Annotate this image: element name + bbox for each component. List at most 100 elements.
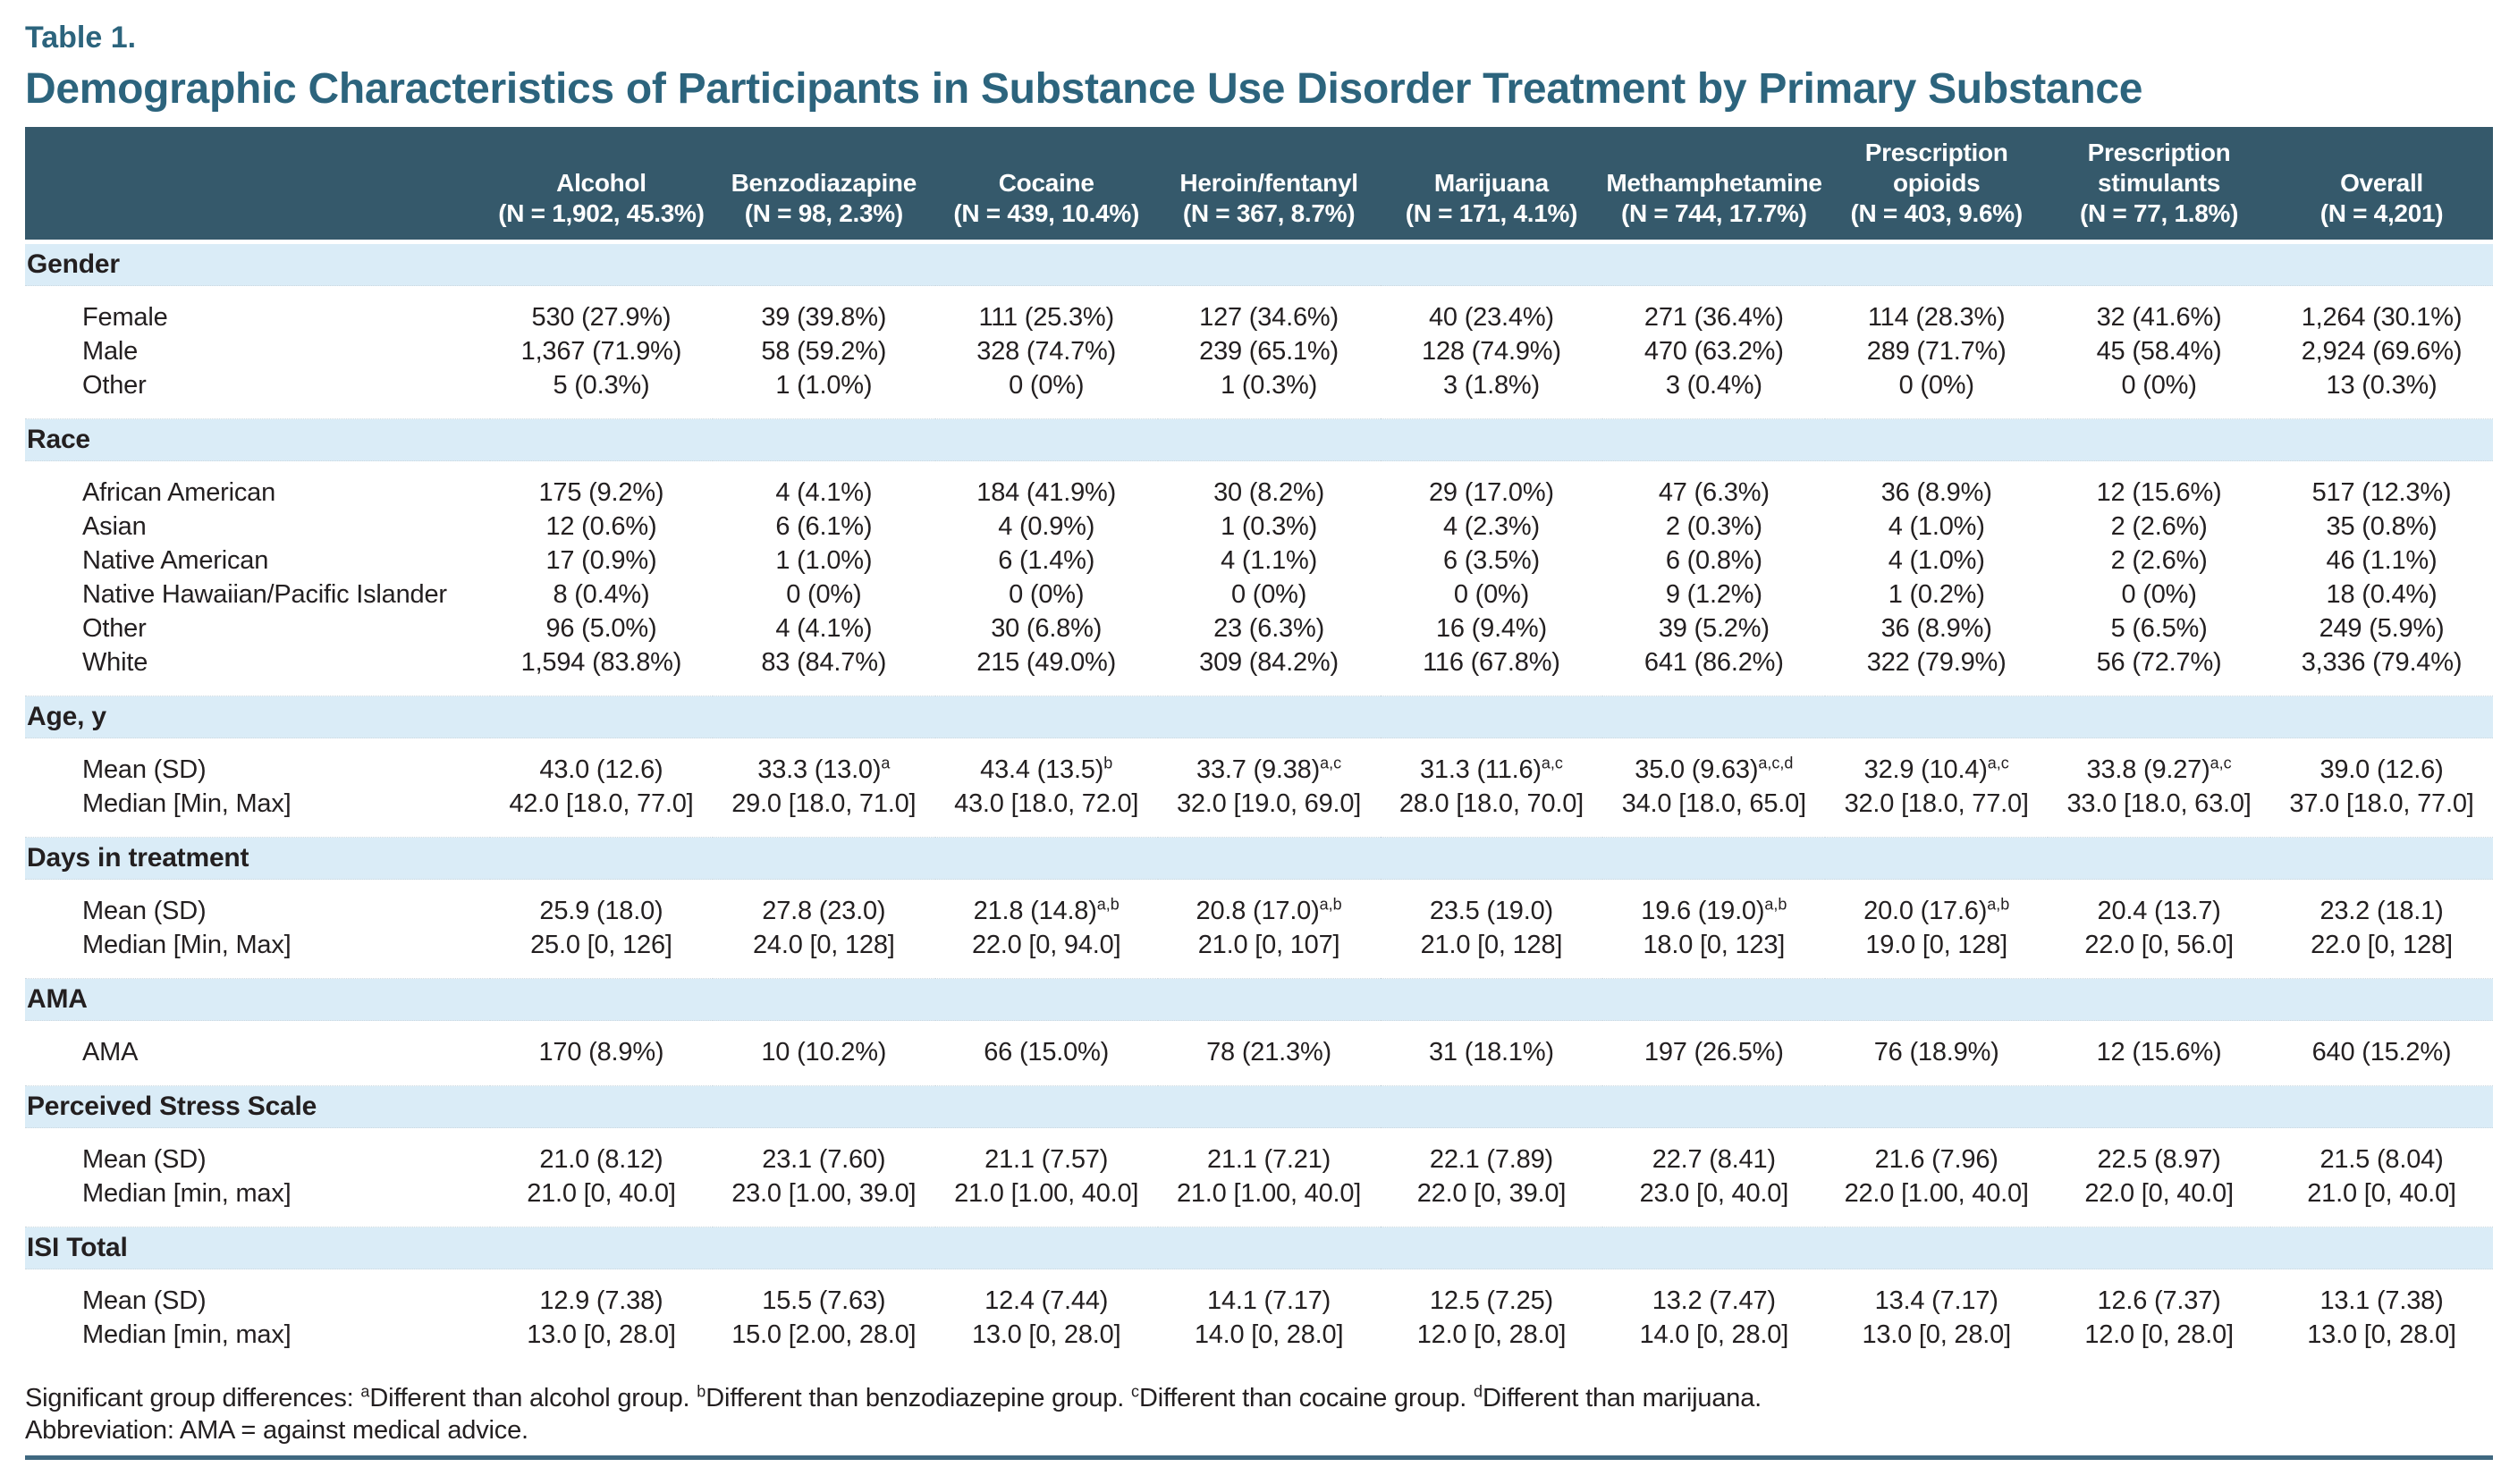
column-n-count: (N = 4,201): [2319, 199, 2444, 227]
value-cell: 22.0 [0, 128]: [2311, 931, 2453, 959]
value-cell: 32.0 [18.0, 77.0]: [1844, 789, 2029, 818]
value-cell: 29.0 [18.0, 71.0]: [731, 789, 917, 818]
significance-superscript: a: [881, 754, 891, 772]
value-cell: 21.1 (7.57): [984, 1145, 1109, 1174]
significance-superscript: a,c: [2210, 754, 2232, 772]
value-cell: 271 (36.4%): [1643, 303, 1784, 332]
value-cell: 21.1 (7.21): [1207, 1145, 1331, 1174]
value-cell: 21.0 [0, 40.0]: [527, 1179, 676, 1208]
value-cell: 0 (0%): [1009, 580, 1085, 609]
significance-superscript: b: [1103, 754, 1113, 772]
value-cell: 0 (0%): [1898, 371, 1974, 400]
table-row-other: Other 5 (0.3%) 1 (1.0%) 0 (0%) 1 (0.3%) 3 (1.…: [25, 368, 2493, 419]
value-cell: 13.0 [0, 28.0]: [971, 1320, 1121, 1349]
column-n-count: (N = 1,902, 45.3%): [498, 199, 705, 227]
value-cell: 45 (58.4%): [2096, 337, 2222, 366]
footnote-significance: Significant group differences: aDifferen…: [25, 1382, 1762, 1412]
section-label: AMA: [25, 978, 2493, 1021]
section-row-ama: AMA: [25, 978, 2493, 1021]
value-cell: 36 (8.9%): [1880, 614, 1992, 643]
value-cell: 96 (5.0%): [545, 614, 657, 643]
footnote-abbreviation: Abbreviation: AMA = against medical advi…: [25, 1416, 528, 1445]
column-name: Cocaine: [998, 169, 1094, 197]
value-cell: 20.4 (13.7): [2097, 897, 2221, 925]
row-label: Male: [82, 337, 139, 366]
value-cell: 29 (17.0%): [1429, 478, 1554, 507]
value-cell: 22.7 (8.41): [1652, 1145, 1776, 1174]
value-cell: 21.0 [0, 107]: [1197, 931, 1340, 959]
value-cell: 0 (0%): [1453, 580, 1530, 609]
value-cell: 13.0 [0, 28.0]: [527, 1320, 676, 1349]
value-cell: 0 (0%): [2121, 371, 2197, 400]
row-label: White: [82, 648, 148, 677]
row-label: Median [min, max]: [82, 1179, 292, 1208]
value-cell: 14.0 [0, 28.0]: [1194, 1320, 1344, 1349]
value-cell: 40 (23.4%): [1429, 303, 1554, 332]
value-cell: 6 (3.5%): [1442, 546, 1540, 575]
value-cell: 24.0 [0, 128]: [752, 931, 895, 959]
value-cell: 20.0 (17.6)a,b: [1863, 895, 2010, 925]
value-cell: 32 (41.6%): [2096, 303, 2222, 332]
value-cell: 19.6 (19.0)a,b: [1641, 895, 1787, 925]
value-cell: 4 (4.1%): [775, 614, 873, 643]
significance-superscript: a,c: [1987, 754, 2009, 772]
value-cell: 21.0 [1.00, 40.0]: [954, 1179, 1139, 1208]
column-n-count: (N = 744, 17.7%): [1620, 199, 1807, 227]
table-row-native-american: Native American 17 (0.9%) 1 (1.0%) 6 (1.4%)…: [25, 544, 2493, 578]
value-cell: 21.0 [0, 40.0]: [2307, 1179, 2456, 1208]
demographics-table: Alcohol (N = 1,902, 45.3%) Benzodiazapine(…: [25, 127, 2493, 1368]
value-cell: 1 (0.3%): [1221, 512, 1318, 541]
value-cell: 13.1 (7.38): [2319, 1286, 2444, 1315]
significance-superscript: c: [1131, 1382, 1139, 1401]
row-label: Mean (SD): [82, 897, 207, 925]
column-header-marijuana: Marijuana (N = 171, 4.1%): [1380, 127, 1603, 244]
value-cell: 4 (1.0%): [1888, 512, 1985, 541]
value-cell: 34.0 [18.0, 65.0]: [1621, 789, 1806, 818]
section-row-gender: Gender: [25, 241, 2493, 286]
value-cell: 8 (0.4%): [553, 580, 650, 609]
value-cell: 114 (28.3%): [1867, 303, 2006, 332]
row-label: AMA: [82, 1038, 139, 1067]
table-row-native-hawaiian-pacific-islander: Native Hawaiian/Pacific Islander 8 (0.4%)…: [25, 578, 2493, 611]
section-label: ISI Total: [25, 1227, 2493, 1269]
value-cell: 25.0 [0, 126]: [530, 931, 672, 959]
value-cell: 22.0 [1.00, 40.0]: [1844, 1179, 2029, 1208]
column-header-cocaine: Cocaine (N = 439, 10.4%): [934, 127, 1158, 244]
value-cell: 470 (63.2%): [1643, 337, 1784, 366]
value-cell: 0 (0%): [1230, 580, 1307, 609]
value-cell: 22.0 [0, 40.0]: [2084, 1179, 2234, 1208]
value-cell: 289 (71.7%): [1866, 337, 2007, 366]
section-label: Age, y: [25, 696, 2493, 738]
significance-superscript: a,b: [1096, 895, 1120, 914]
value-cell: 32.9 (10.4)a,c: [1863, 754, 2009, 784]
value-cell: 13.2 (7.47): [1652, 1286, 1776, 1315]
table-row-median-min-max: Median [Min, Max] 42.0 [18.0, 77.0] 29.0 […: [25, 787, 2493, 838]
column-n-count: (N = 403, 9.6%): [1850, 199, 2023, 227]
value-cell: 517 (12.3%): [2311, 478, 2452, 507]
section-row-isi-total: ISI Total: [25, 1227, 2493, 1269]
value-cell: 33.7 (9.38)a,c: [1196, 754, 1342, 784]
row-label: Other: [82, 614, 147, 643]
value-cell: 23.1 (7.60): [762, 1145, 886, 1174]
value-cell: 21.6 (7.96): [1874, 1145, 1998, 1174]
row-label: Native American: [82, 546, 269, 575]
value-cell: 328 (74.7%): [976, 337, 1117, 366]
table-row-mean-sd: Mean (SD) 21.0 (8.12) 23.1 (7.60) 21.1 (7.5…: [25, 1128, 2493, 1177]
column-n-count: (N = 439, 10.4%): [953, 199, 1140, 227]
significance-superscript: a,c: [1541, 754, 1563, 772]
column-name: Marijuana: [1433, 169, 1549, 197]
value-cell: 2 (0.3%): [1665, 512, 1762, 541]
value-cell: 12.5 (7.25): [1429, 1286, 1553, 1315]
row-label: Median [min, max]: [82, 1320, 292, 1349]
value-cell: 2 (2.6%): [2110, 546, 2208, 575]
row-label: Mean (SD): [82, 1286, 207, 1315]
table-row-mean-sd: Mean (SD) 43.0 (12.6) 33.3 (13.0)a 43.4 (13…: [25, 738, 2493, 788]
value-cell: 10 (10.2%): [761, 1038, 887, 1067]
value-cell: 22.0 [0, 94.0]: [971, 931, 1121, 959]
table-row-median-min-max: Median [Min, Max] 25.0 [0, 126] 24.0 [0, 1…: [25, 928, 2493, 979]
column-name: Prescription opioids: [1864, 139, 2008, 197]
value-cell: 128 (74.9%): [1422, 337, 1561, 366]
column-header-alcohol: Alcohol (N = 1,902, 45.3%): [490, 127, 713, 244]
section-row-perceived-stress-scale: Perceived Stress Scale: [25, 1085, 2493, 1128]
value-cell: 66 (15.0%): [984, 1038, 1110, 1067]
